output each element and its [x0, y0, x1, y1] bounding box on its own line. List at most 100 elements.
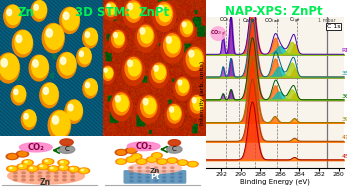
Circle shape — [179, 173, 182, 175]
Circle shape — [123, 0, 144, 28]
Circle shape — [179, 161, 186, 164]
Circle shape — [14, 175, 17, 177]
Circle shape — [158, 160, 166, 163]
Circle shape — [146, 173, 150, 175]
Circle shape — [29, 167, 37, 171]
Circle shape — [127, 148, 135, 152]
Circle shape — [152, 153, 162, 158]
Circle shape — [18, 152, 27, 156]
Circle shape — [39, 165, 47, 169]
Text: Zn: Zn — [150, 168, 160, 174]
Text: 450K: 450K — [341, 154, 347, 159]
Circle shape — [1, 59, 7, 67]
Circle shape — [154, 173, 158, 175]
Circle shape — [45, 24, 64, 49]
Circle shape — [125, 147, 137, 153]
Circle shape — [17, 164, 28, 170]
Circle shape — [157, 159, 167, 164]
Circle shape — [42, 23, 64, 53]
Circle shape — [19, 165, 26, 169]
Circle shape — [162, 167, 166, 169]
Circle shape — [158, 5, 163, 12]
Circle shape — [108, 4, 116, 14]
Circle shape — [154, 177, 158, 178]
Ellipse shape — [8, 168, 84, 184]
Circle shape — [116, 96, 120, 102]
Circle shape — [138, 25, 154, 47]
Circle shape — [33, 60, 38, 67]
Circle shape — [167, 158, 178, 163]
Text: 395K: 395K — [341, 117, 347, 122]
Circle shape — [161, 32, 184, 63]
Circle shape — [85, 28, 98, 45]
Circle shape — [8, 154, 16, 159]
Circle shape — [143, 99, 148, 105]
Circle shape — [67, 100, 82, 120]
Circle shape — [167, 36, 180, 53]
Circle shape — [167, 146, 182, 153]
Circle shape — [138, 180, 141, 182]
Circle shape — [117, 150, 125, 154]
Circle shape — [171, 170, 174, 172]
Circle shape — [174, 77, 191, 100]
Circle shape — [60, 7, 79, 33]
Circle shape — [177, 160, 188, 165]
Circle shape — [128, 60, 141, 76]
Circle shape — [104, 1, 118, 20]
Circle shape — [54, 179, 58, 181]
Circle shape — [40, 165, 43, 167]
FancyBboxPatch shape — [124, 171, 186, 183]
Circle shape — [48, 166, 59, 172]
Text: 360K: 360K — [341, 94, 347, 99]
Circle shape — [171, 177, 174, 178]
Circle shape — [51, 111, 70, 136]
Circle shape — [110, 29, 127, 52]
Circle shape — [60, 139, 73, 146]
Ellipse shape — [128, 163, 181, 173]
Circle shape — [57, 53, 76, 78]
Circle shape — [45, 160, 48, 161]
Circle shape — [13, 86, 26, 102]
Circle shape — [180, 20, 193, 36]
Circle shape — [179, 177, 182, 178]
Circle shape — [188, 94, 206, 118]
Circle shape — [113, 93, 129, 115]
Circle shape — [162, 180, 166, 182]
Circle shape — [37, 164, 49, 170]
Text: 3D STM:: 3D STM: — [75, 6, 130, 19]
Circle shape — [24, 114, 28, 119]
Circle shape — [40, 83, 58, 108]
Circle shape — [77, 48, 91, 67]
Circle shape — [112, 31, 125, 48]
Circle shape — [61, 166, 63, 168]
Circle shape — [179, 80, 188, 93]
Circle shape — [46, 172, 50, 174]
Circle shape — [85, 32, 90, 37]
Circle shape — [71, 172, 75, 174]
Circle shape — [42, 159, 54, 164]
Circle shape — [146, 157, 157, 162]
Circle shape — [68, 104, 73, 111]
Circle shape — [178, 80, 182, 85]
Circle shape — [83, 79, 97, 98]
Circle shape — [54, 172, 58, 174]
Circle shape — [154, 66, 158, 71]
Circle shape — [20, 165, 22, 167]
Circle shape — [138, 160, 145, 163]
Circle shape — [79, 48, 91, 64]
Circle shape — [155, 3, 173, 25]
Circle shape — [29, 55, 49, 81]
Circle shape — [146, 167, 150, 169]
Circle shape — [115, 149, 127, 155]
Circle shape — [22, 175, 25, 177]
Circle shape — [25, 161, 27, 163]
Circle shape — [166, 37, 171, 43]
Circle shape — [107, 4, 110, 8]
Circle shape — [7, 166, 18, 172]
Circle shape — [122, 56, 145, 86]
Circle shape — [154, 167, 158, 169]
Circle shape — [110, 91, 132, 121]
Circle shape — [140, 28, 145, 34]
Circle shape — [146, 177, 150, 178]
Circle shape — [62, 8, 79, 30]
